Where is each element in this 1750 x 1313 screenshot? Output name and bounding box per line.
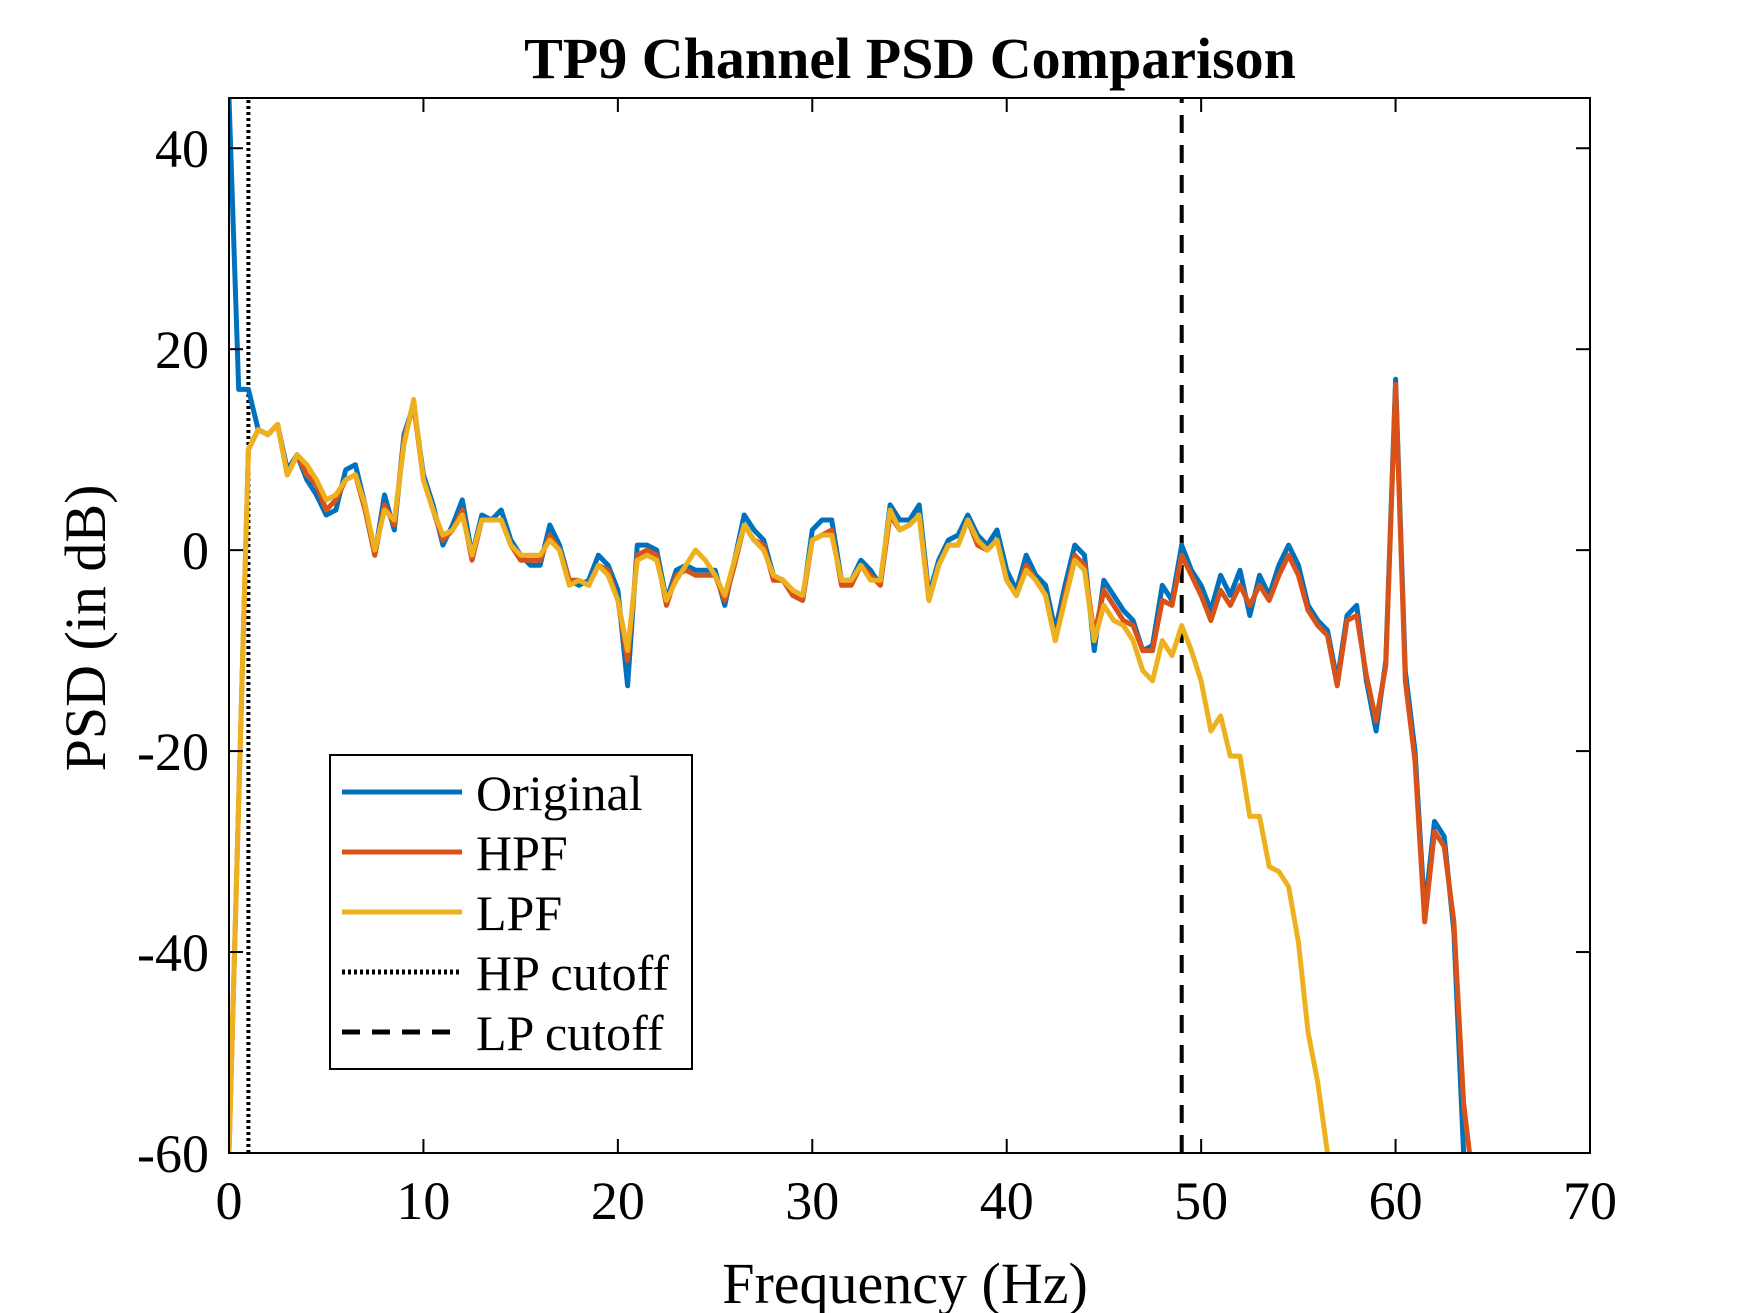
x-tick-label: 50 (1174, 1171, 1228, 1231)
chart-title: TP9 Channel PSD Comparison (524, 26, 1296, 91)
axis-ticks: 0 10 20 30 40 50 60 70 -60 -40 -20 0 20 40 (137, 98, 1617, 1231)
legend-label: LPF (476, 885, 562, 941)
y-tick-label: 20 (155, 320, 209, 380)
y-tick-label: -60 (137, 1124, 209, 1184)
x-tick-label: 30 (785, 1171, 839, 1231)
y-tick-label: 0 (182, 521, 209, 581)
y-tick-label: -40 (137, 923, 209, 983)
y-axis-label: PSD (in dB) (53, 485, 118, 772)
x-tick-label: 20 (591, 1171, 645, 1231)
axes-box (228, 97, 1591, 1154)
legend-label: HPF (476, 825, 568, 881)
y-tick-label: -20 (137, 722, 209, 782)
x-tick-label: 10 (396, 1171, 450, 1231)
x-axis-label: Frequency (Hz) (722, 1251, 1088, 1313)
y-tick-label: 40 (155, 119, 209, 179)
x-tick-label: 70 (1563, 1171, 1617, 1231)
x-tick-label: 60 (1369, 1171, 1423, 1231)
plot-area (229, 98, 1472, 1153)
legend-label: Original (476, 765, 643, 821)
series-line-lpf (229, 396, 1330, 1153)
legend-label: LP cutoff (476, 1005, 664, 1061)
x-tick-label: 40 (980, 1171, 1034, 1231)
legend-label: HP cutoff (476, 945, 669, 1001)
x-tick-label: 0 (216, 1171, 243, 1231)
